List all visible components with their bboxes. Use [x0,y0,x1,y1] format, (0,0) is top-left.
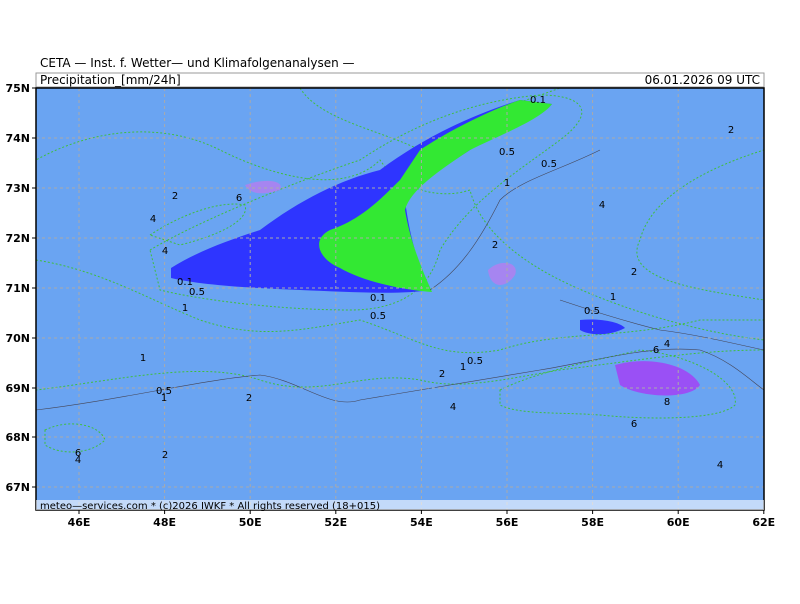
contour-label: 4 [450,402,456,413]
contour-label: 0.5 [156,386,172,397]
contour-label: 0.5 [467,356,483,367]
contour-label: 4 [599,200,605,211]
contour-label: 0.5 [370,311,386,322]
contour-label: 2 [439,369,445,380]
y-axis-label: 71N [5,282,30,295]
contour-label: 6 [653,345,659,356]
y-axis-label: 70N [5,332,30,345]
contour-label: 1 [161,393,167,404]
contour-label: 0.1 [530,95,546,106]
y-axis-label: 69N [5,382,30,395]
contour-label: 0.1 [370,293,386,304]
contour-label: 4 [150,214,156,225]
x-axis-label: 54E [410,516,433,529]
contour-label: 4 [664,339,670,350]
field [36,88,764,510]
contour-label: 0.1 [177,277,193,288]
contour-label: 1 [460,362,466,373]
contour-label: 1 [140,353,146,364]
x-axis-label: 50E [239,516,262,529]
header-left: Precipitation_[mm/24h] [40,73,181,87]
header-bar [35,72,765,88]
x-axis-label: 60E [667,516,690,529]
y-axis-label: 74N [5,132,30,145]
contour-label: 8 [664,397,670,408]
y-axis-label: 72N [5,232,30,245]
contour-label: 2 [246,393,252,404]
contour-label: 0.5 [541,159,557,170]
contour-label: 2 [172,191,178,202]
contour-label: 4 [75,455,81,466]
contour-label: 2 [162,450,168,461]
contour-label: 4 [717,460,723,471]
contour-label: 0.5 [189,287,205,298]
contour-label: 1 [610,292,616,303]
x-axis-label: 56E [496,516,519,529]
y-axis-label: 75N [5,82,30,95]
footer: meteo—services.com * (c)2026 IWKF * All … [40,501,380,512]
contour-label: 1 [182,303,188,314]
contour-label: 1 [504,178,510,189]
footer-bar [36,500,764,510]
contour-label: 6 [236,193,242,204]
y-axis-label: 73N [5,182,30,195]
contour-label: 6 [631,419,637,430]
contour-label: 0.5 [584,306,600,317]
x-axis-label: 52E [324,516,347,529]
header-right: 06.01.2026 09 UTC [645,73,760,87]
grid [36,88,764,510]
contour-label: 2 [492,240,498,251]
title: CETA — Inst. f. Wetter— und Klimafolgena… [40,56,355,70]
x-axis-label: 48E [153,516,176,529]
x-axis-label: 46E [68,516,91,529]
contour-label: 2 [728,125,734,136]
x-axis-label: 58E [581,516,604,529]
contour-label: 4 [162,246,168,257]
contour-label: 6 [75,448,81,459]
y-axis-label: 67N [5,481,30,494]
x-axis-label: 62E [752,516,775,529]
contour-label: 0.5 [499,147,515,158]
y-axis-label: 68N [5,431,30,444]
contour-label: 2 [631,267,637,278]
